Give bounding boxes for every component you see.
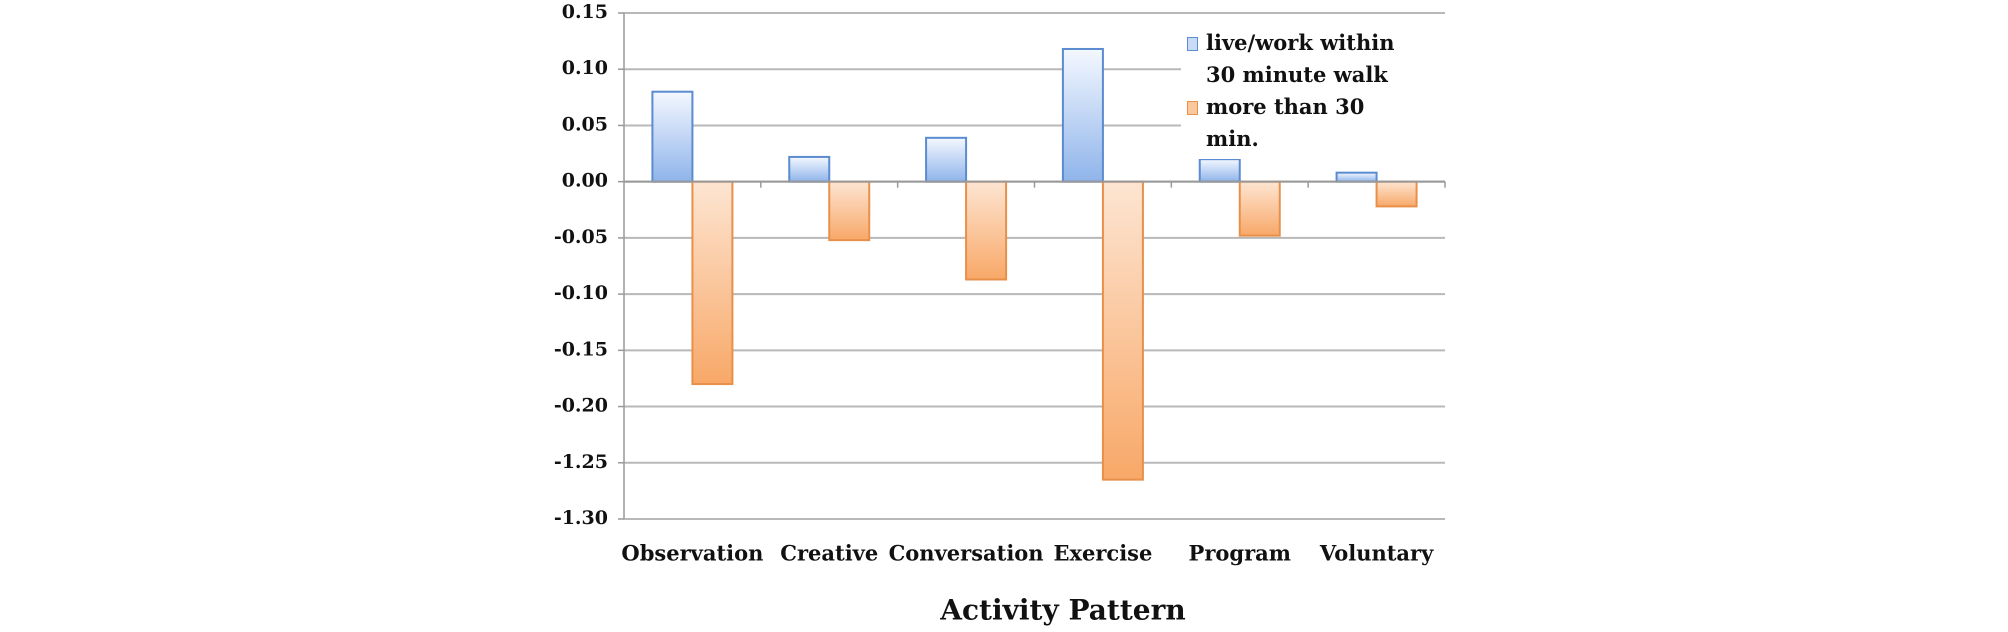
bar bbox=[651, 90, 694, 183]
y-tick-label: 0.05 bbox=[562, 113, 608, 135]
x-tick-label: Observation bbox=[621, 541, 763, 566]
y-tick-label: -1.30 bbox=[554, 507, 608, 529]
y-tick-label: -0.05 bbox=[554, 226, 608, 248]
legend-label: more than 30 min. bbox=[1206, 94, 1365, 151]
y-tick-label: 0.10 bbox=[562, 57, 608, 79]
bar bbox=[1198, 158, 1241, 183]
bar bbox=[828, 180, 871, 242]
y-tick-label: -0.10 bbox=[554, 282, 608, 304]
legend-swatch bbox=[1187, 37, 1198, 51]
y-tick-label: 0.15 bbox=[562, 1, 608, 23]
bar bbox=[1101, 180, 1144, 481]
bar bbox=[1061, 47, 1104, 183]
x-tick-label: Creative bbox=[780, 541, 878, 566]
legend-item: live/work within 30 minute walk bbox=[1187, 27, 1447, 91]
y-tick-label: -0.20 bbox=[554, 395, 608, 417]
bar bbox=[1335, 171, 1378, 183]
x-tick-label: Voluntary bbox=[1319, 541, 1434, 566]
bar bbox=[965, 180, 1008, 281]
legend-label: live/work within 30 minute walk bbox=[1206, 30, 1395, 87]
legend-swatch bbox=[1187, 101, 1198, 115]
bar bbox=[1375, 180, 1418, 208]
bar bbox=[788, 155, 831, 183]
bar bbox=[691, 180, 734, 386]
y-tick-label: -0.15 bbox=[554, 338, 608, 360]
x-tick-label: Exercise bbox=[1053, 541, 1152, 566]
bars bbox=[651, 47, 1418, 481]
y-tick-label: -1.25 bbox=[554, 451, 608, 473]
x-tick-label: Conversation bbox=[889, 541, 1044, 566]
legend-item: more than 30 min. bbox=[1187, 91, 1447, 155]
legend: live/work within 30 minute walk more than… bbox=[1181, 23, 1453, 159]
bar bbox=[925, 136, 968, 183]
x-axis-title: Activity Pattern bbox=[939, 594, 1185, 627]
x-tick-label: Program bbox=[1189, 541, 1291, 566]
y-tick-label: 0.00 bbox=[562, 170, 608, 192]
bar bbox=[1238, 180, 1281, 237]
